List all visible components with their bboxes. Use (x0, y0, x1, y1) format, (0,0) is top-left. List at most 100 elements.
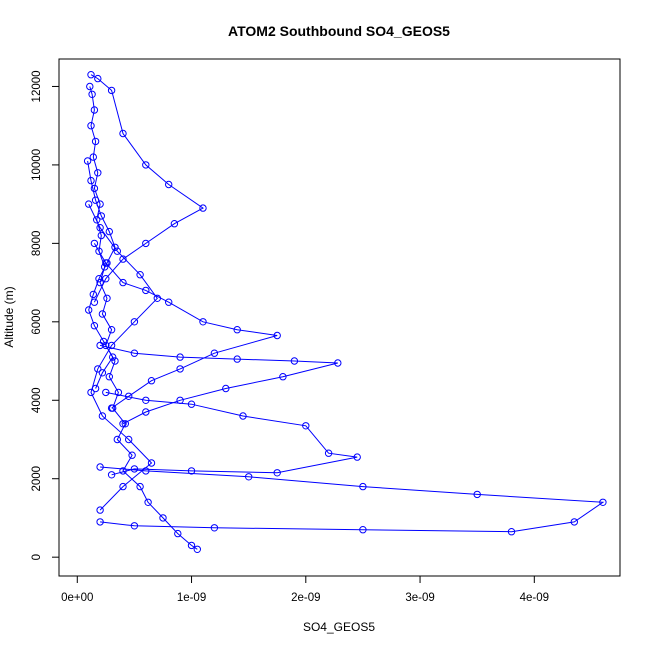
data-point (187, 400, 196, 408)
data-point (130, 465, 139, 473)
x-tick-label: 3e-09 (405, 592, 434, 604)
data-point (99, 337, 108, 346)
series-line (87, 160, 116, 389)
data-point (210, 349, 219, 357)
data-point (111, 243, 119, 252)
data-point (142, 239, 150, 248)
data-point (570, 518, 578, 526)
y-tick-label: 0 (31, 554, 43, 560)
data-point (113, 435, 122, 444)
data-point (111, 357, 119, 365)
data-point (113, 247, 122, 255)
data-point (176, 353, 184, 361)
data-point (187, 541, 196, 550)
data-point (142, 408, 150, 416)
data-point (159, 514, 167, 522)
y-tick-label: 8000 (31, 231, 43, 257)
data-point (199, 318, 207, 326)
data-point (98, 310, 107, 318)
data-point (359, 526, 367, 534)
data-point (142, 161, 150, 169)
data-point (334, 359, 342, 367)
data-point (90, 184, 99, 193)
data-point (105, 373, 114, 381)
data-point (90, 106, 99, 114)
series-line (100, 466, 605, 533)
data-point (199, 204, 207, 212)
data-point (96, 463, 104, 471)
data-point (119, 482, 127, 491)
data-point (144, 498, 152, 506)
data-point (130, 349, 139, 357)
data-point (96, 506, 104, 514)
data-point (153, 294, 162, 302)
data-point (119, 278, 127, 287)
data-point (187, 467, 196, 475)
data-point (130, 522, 139, 530)
data-point (96, 224, 104, 232)
data-point (98, 412, 107, 420)
data-point (96, 518, 104, 526)
data-point (142, 286, 150, 295)
series-line (105, 391, 358, 476)
data-point (91, 137, 100, 146)
data-point (239, 412, 247, 420)
data-point (136, 482, 144, 491)
data-point (94, 74, 102, 83)
data-point (95, 275, 103, 283)
x-tick-label: 0e+00 (61, 592, 93, 604)
x-axis: 0e+00 1e-09 2e-09 3e-09 4e-09 (61, 575, 549, 604)
data-point (94, 365, 102, 373)
data-point (176, 365, 184, 373)
data-point (97, 212, 106, 220)
data-point (165, 298, 173, 306)
data-point (85, 306, 93, 314)
data-point (109, 353, 117, 361)
y-tick-label: 2000 (31, 466, 43, 492)
data-point (273, 469, 281, 477)
data-point (119, 255, 127, 263)
data-point (193, 545, 202, 553)
data-point (359, 482, 367, 491)
data-point (233, 355, 241, 363)
data-point (102, 341, 110, 350)
x-tick-label: 2e-09 (291, 592, 320, 604)
y-axis-label: Altitude (m) (2, 286, 16, 347)
data-point (90, 239, 99, 248)
data-point (130, 318, 139, 326)
data-point (245, 473, 253, 481)
data-point (94, 169, 102, 177)
data-point (147, 459, 156, 467)
chart-title: ATOM2 Southbound SO4_GEOS5 (228, 23, 450, 39)
y-tick-label: 12000 (31, 70, 43, 102)
data-point (273, 331, 281, 340)
data-point (103, 294, 111, 302)
series-line (88, 203, 158, 511)
data-point (107, 471, 116, 479)
data-point (302, 422, 310, 430)
data-point (165, 180, 173, 189)
data-point (128, 451, 136, 459)
data-point (353, 453, 361, 461)
data-point (87, 176, 95, 185)
data-point (85, 200, 93, 208)
series-line (99, 344, 338, 425)
data-point (105, 227, 114, 236)
data-point (121, 420, 130, 428)
y-tick-label: 10000 (31, 149, 43, 181)
data-point (93, 216, 101, 224)
data-point (98, 369, 107, 377)
data-point (136, 271, 144, 279)
data-point (89, 153, 98, 161)
data-point (599, 498, 607, 506)
data-point (507, 528, 516, 536)
data-point (174, 529, 182, 538)
data-point (97, 231, 106, 240)
data-point (91, 384, 100, 393)
data-point (101, 263, 109, 271)
y-axis: 0 2000 4000 6000 8000 10000 12000 (31, 70, 60, 560)
data-point (96, 278, 104, 287)
y-tick-label: 6000 (31, 309, 43, 335)
data-point (87, 122, 95, 130)
x-tick-label: 1e-09 (177, 592, 206, 604)
